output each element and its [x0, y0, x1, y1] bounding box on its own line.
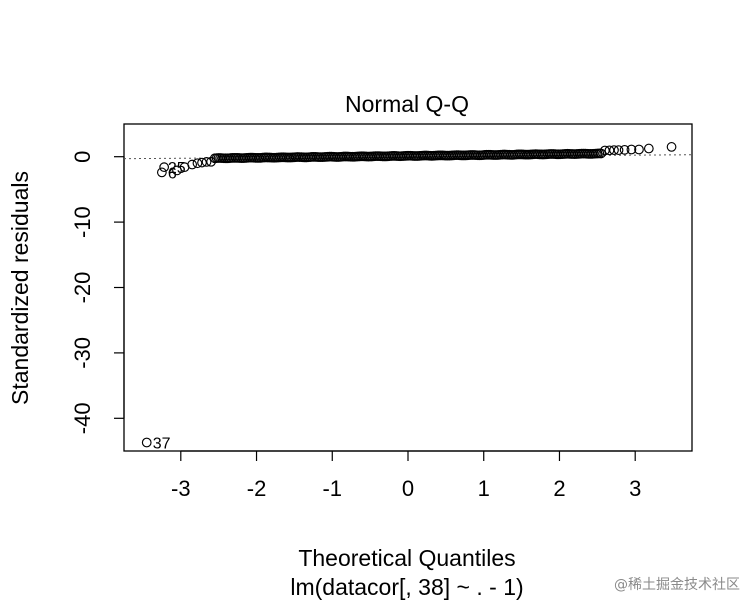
qq-point	[626, 144, 637, 155]
outlier-label: 6	[168, 165, 177, 182]
chart-title: Normal Q-Q	[345, 91, 469, 117]
qq-point	[156, 167, 167, 178]
qq-point	[206, 156, 216, 167]
qq-point	[613, 145, 624, 156]
x-tick-label: 2	[553, 476, 565, 501]
y-tick-label: -40	[70, 402, 95, 434]
watermark-text: @稀土掘金技术社区	[614, 577, 740, 593]
points-layer	[141, 142, 677, 448]
qq-point	[643, 143, 654, 154]
qq-point	[201, 157, 212, 167]
outlier-label: 25	[168, 160, 186, 177]
x-tick-label: 3	[629, 476, 641, 501]
y-axis: 0 -10 -20 -30 -40	[70, 151, 125, 434]
x-tick-label: 0	[402, 476, 414, 501]
x-tick-label: -2	[247, 476, 267, 501]
plot-frame	[123, 123, 693, 452]
qq-point	[141, 437, 152, 448]
x-tick-label: -3	[171, 476, 191, 501]
qq-point	[192, 158, 203, 169]
y-axis-label: Standardized residuals	[7, 171, 33, 405]
y-tick-label: -20	[70, 272, 95, 304]
qq-point	[609, 145, 619, 156]
chart-subtitle: lm(datacor[, 38] ~ . - 1)	[290, 574, 523, 600]
x-tick-label: -1	[322, 476, 342, 501]
y-tick-label: -30	[70, 337, 95, 369]
outlier-labels-layer: 37 256	[153, 160, 186, 452]
y-tick-label: 0	[70, 151, 95, 163]
qq-point	[634, 144, 644, 155]
outlier-label: 37	[153, 435, 171, 452]
x-axis: -3 -2 -1 0 1 2 3	[171, 450, 641, 501]
qq-point	[159, 162, 170, 173]
x-axis-label: Theoretical Quantiles	[298, 545, 515, 571]
x-tick-label: 1	[478, 476, 490, 501]
qq-point	[619, 144, 630, 155]
qq-point	[666, 142, 677, 152]
y-tick-label: -10	[70, 206, 95, 238]
qq-point	[187, 159, 198, 170]
